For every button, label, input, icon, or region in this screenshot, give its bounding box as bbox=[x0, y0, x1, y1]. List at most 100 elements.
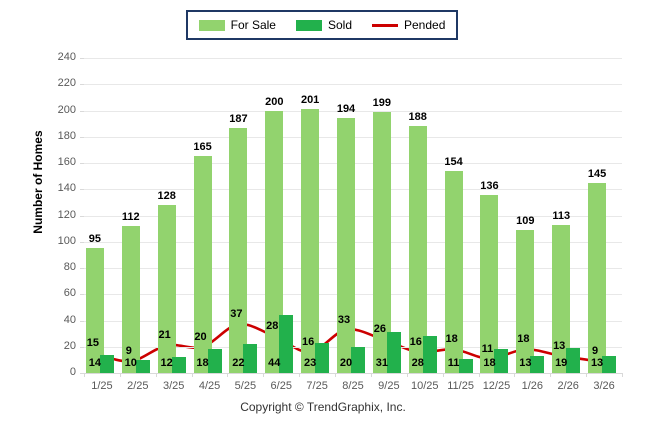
bar-label-sold: 10 bbox=[124, 357, 137, 369]
y-axis-tick-mark bbox=[80, 215, 84, 217]
x-axis-tick-mark bbox=[299, 373, 301, 377]
line-label-pended: 11 bbox=[481, 342, 494, 355]
x-axis-tick-label: 10/25 bbox=[410, 380, 439, 392]
bar-label-for-sale: 113 bbox=[552, 209, 571, 222]
x-axis-tick-mark bbox=[406, 373, 408, 377]
bar-label-sold: 18 bbox=[196, 357, 209, 369]
x-axis-tick-mark bbox=[191, 373, 193, 377]
x-axis-tick-label: 8/25 bbox=[342, 380, 364, 392]
bar-sold[interactable] bbox=[530, 355, 545, 373]
bar-for-sale[interactable] bbox=[372, 111, 391, 373]
bar-label-for-sale: 154 bbox=[444, 155, 463, 168]
x-axis-tick-mark bbox=[119, 373, 121, 377]
bar-for-sale[interactable] bbox=[121, 226, 140, 373]
x-axis-tick-label: 7/25 bbox=[306, 380, 328, 392]
x-axis-tick-mark bbox=[227, 373, 229, 377]
bar-sold[interactable] bbox=[243, 344, 258, 373]
gridline bbox=[84, 110, 622, 112]
y-axis-tick-label: 200 bbox=[57, 103, 76, 116]
bar-for-sale[interactable] bbox=[301, 109, 320, 373]
plot-area bbox=[80, 58, 622, 374]
bar-for-sale[interactable] bbox=[516, 229, 535, 373]
bar-label-sold: 44 bbox=[268, 357, 281, 369]
legend-pended[interactable]: Pended bbox=[372, 18, 445, 32]
y-axis-tick-label: 240 bbox=[57, 51, 76, 63]
x-axis-tick-label: 6/25 bbox=[270, 380, 292, 392]
line-label-pended: 21 bbox=[158, 329, 171, 342]
bar-for-sale[interactable] bbox=[265, 110, 284, 373]
bar-label-for-sale: 188 bbox=[408, 111, 427, 124]
bar-label-sold: 12 bbox=[160, 357, 173, 369]
bar-sold[interactable] bbox=[494, 349, 509, 373]
bar-sold[interactable] bbox=[279, 315, 294, 373]
copyright-text: Copyright © TrendGraphix, Inc. bbox=[240, 400, 406, 414]
bar-for-sale[interactable] bbox=[157, 205, 176, 373]
bar-sold[interactable] bbox=[135, 359, 150, 373]
bar-for-sale[interactable] bbox=[193, 156, 212, 373]
bar-sold[interactable] bbox=[99, 354, 114, 373]
bar-for-sale[interactable] bbox=[444, 170, 463, 373]
chart-legend: For Sale Sold Pended bbox=[186, 10, 458, 40]
bar-label-for-sale: 165 bbox=[193, 141, 212, 154]
x-axis-tick-label: 1/25 bbox=[91, 380, 113, 392]
line-label-pended: 15 bbox=[86, 337, 100, 350]
x-axis-tick-label: 1/26 bbox=[521, 380, 544, 392]
bar-label-sold: 23 bbox=[304, 357, 317, 369]
x-axis-tick-mark bbox=[478, 373, 480, 377]
x-axis-tick-label: 5/25 bbox=[234, 380, 257, 392]
bar-sold[interactable] bbox=[458, 358, 473, 373]
x-axis-tick-label: 3/26 bbox=[593, 380, 615, 392]
x-axis-tick-mark bbox=[586, 373, 588, 377]
y-axis-tick-mark bbox=[80, 268, 84, 269]
bar-for-sale[interactable] bbox=[229, 127, 248, 373]
bar-sold[interactable] bbox=[422, 336, 437, 373]
bar-for-sale[interactable] bbox=[337, 118, 355, 373]
legend-item-label: Pended bbox=[404, 18, 446, 32]
bar-label-sold: 13 bbox=[519, 357, 532, 369]
legend-item-label: Sold bbox=[327, 18, 352, 32]
line-label-pended: 16 bbox=[302, 336, 315, 348]
bar-for-sale[interactable] bbox=[85, 248, 104, 373]
bar-label-sold: 28 bbox=[411, 357, 424, 369]
bar-sold[interactable] bbox=[351, 346, 365, 373]
gridline bbox=[84, 58, 622, 59]
bar-sold[interactable] bbox=[386, 332, 401, 373]
bar-label-for-sale: 200 bbox=[265, 95, 284, 108]
bar-label-for-sale: 194 bbox=[336, 103, 356, 116]
y-axis-tick-label: 120 bbox=[57, 208, 76, 221]
bar-sold[interactable] bbox=[207, 349, 222, 373]
bar-sold[interactable] bbox=[315, 342, 330, 373]
y-axis-title: Number of Homes bbox=[31, 130, 45, 234]
bar-for-sale[interactable] bbox=[588, 182, 607, 373]
x-axis-tick-label: 11/25 bbox=[447, 380, 474, 392]
y-axis-tick-label: 40 bbox=[63, 313, 76, 326]
x-axis-tick-label: 3/25 bbox=[162, 380, 185, 392]
bar-label-for-sale: 128 bbox=[157, 190, 176, 202]
y-axis-tick-mark bbox=[80, 346, 84, 348]
x-axis-tick-mark bbox=[84, 373, 85, 377]
line-label-pended: 33 bbox=[337, 313, 351, 326]
bar-for-sale[interactable] bbox=[552, 224, 571, 373]
legend-for-sale[interactable]: For Sale bbox=[198, 18, 276, 32]
x-axis-tick-mark bbox=[370, 373, 372, 377]
y-axis-tick-label: 80 bbox=[63, 261, 76, 273]
y-axis-tick-label: 220 bbox=[57, 77, 76, 90]
bar-label-for-sale: 95 bbox=[88, 233, 102, 246]
bar-sold[interactable] bbox=[566, 348, 581, 373]
x-axis-tick-mark bbox=[335, 373, 337, 377]
bar-sold[interactable] bbox=[602, 355, 617, 373]
y-axis-tick-mark bbox=[80, 163, 84, 164]
line-label-pended: 20 bbox=[194, 330, 207, 343]
line-label-pended: 18 bbox=[445, 333, 458, 346]
x-axis-tick-mark bbox=[442, 373, 444, 377]
bar-for-sale[interactable] bbox=[480, 194, 499, 373]
y-axis-tick-mark bbox=[80, 241, 84, 243]
y-axis-tick-label: 100 bbox=[57, 234, 76, 247]
bar-label-sold: 11 bbox=[447, 357, 460, 369]
line-label-pended: 9 bbox=[592, 345, 599, 358]
bar-for-sale[interactable] bbox=[408, 126, 427, 373]
y-axis-tick-label: 180 bbox=[57, 129, 76, 142]
bar-label-for-sale: 199 bbox=[372, 96, 392, 109]
bar-sold[interactable] bbox=[171, 357, 186, 373]
legend-sold[interactable]: Sold bbox=[295, 18, 352, 32]
